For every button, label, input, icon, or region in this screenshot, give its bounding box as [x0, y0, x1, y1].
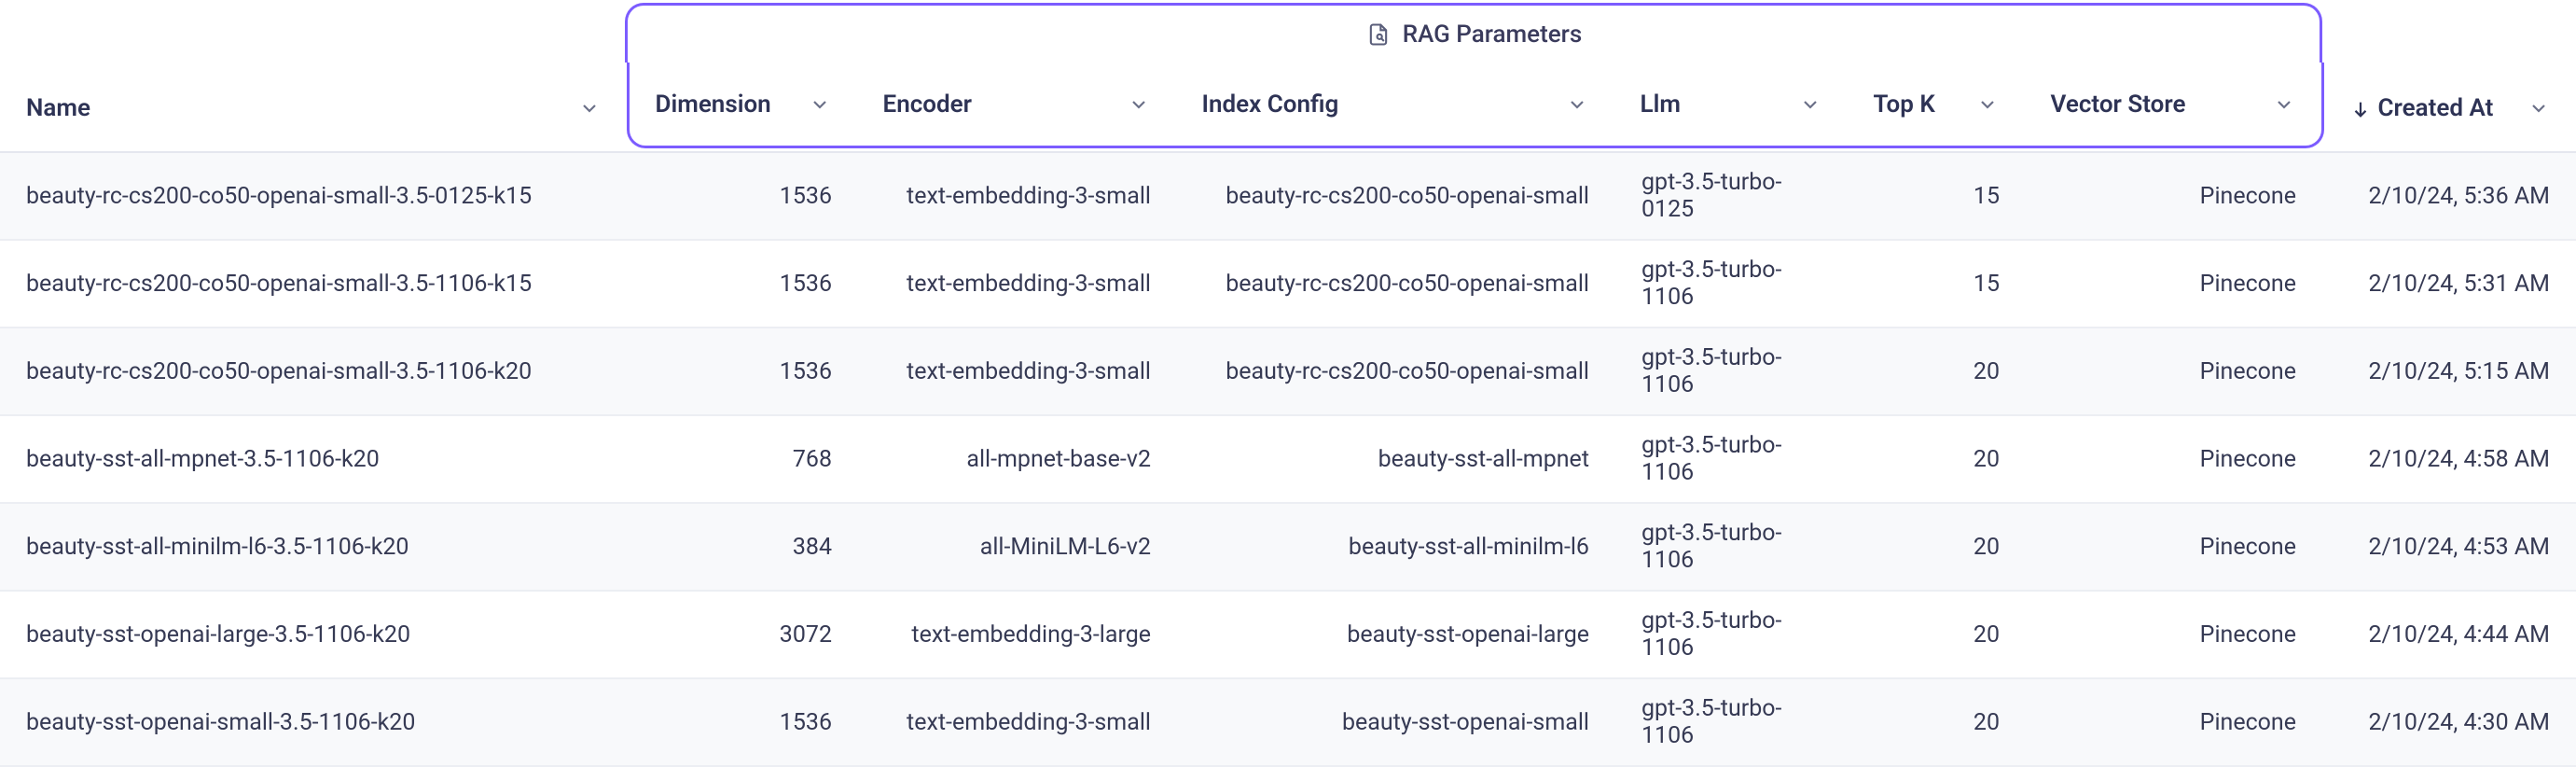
- cell-index-config: beauty-sst-all-minilm-l6: [1177, 504, 1615, 590]
- chevron-down-icon: [1799, 93, 1821, 116]
- cell-encoder: text-embedding-3-small: [858, 153, 1177, 239]
- cell-created-at: 2/10/24, 5:15 AM: [2322, 328, 2576, 414]
- group-label: RAG Parameters: [1403, 21, 1583, 49]
- cell-top-k: 20: [1849, 592, 2026, 677]
- cell-llm: gpt-3.5-turbo-0125: [1615, 153, 1849, 239]
- cell-created-at: 2/10/24, 4:30 AM: [2322, 679, 2576, 765]
- cell-top-k: 20: [1849, 328, 2026, 414]
- table-row[interactable]: beauty-rc-cs200-co50-openai-small-3.5-01…: [0, 153, 2576, 241]
- header-label: Dimension: [656, 91, 771, 119]
- column-header-vector-store[interactable]: Vector Store: [2025, 63, 2321, 146]
- cell-name: beauty-rc-cs200-co50-openai-small-3.5-01…: [0, 153, 630, 239]
- cell-encoder: text-embedding-3-small: [858, 679, 1177, 765]
- chevron-down-icon: [1566, 93, 1588, 116]
- cell-encoder: text-embedding-3-large: [858, 592, 1177, 677]
- column-header-top-k[interactable]: Top K: [1848, 63, 2025, 146]
- chevron-down-icon: [1128, 93, 1150, 116]
- column-header-index-config[interactable]: Index Config: [1176, 63, 1614, 146]
- cell-llm: gpt-3.5-turbo-1106: [1615, 592, 1849, 677]
- header-label: Vector Store: [2051, 91, 2186, 119]
- cell-index-config: beauty-sst-openai-small: [1177, 679, 1615, 765]
- cell-top-k: 20: [1849, 504, 2026, 590]
- cell-encoder: all-MiniLM-L6-v2: [858, 504, 1177, 590]
- cell-created-at: 2/10/24, 4:58 AM: [2322, 416, 2576, 502]
- table-row[interactable]: beauty-rc-cs200-co50-openai-small-3.5-11…: [0, 328, 2576, 416]
- cell-name: beauty-rc-cs200-co50-openai-small-3.5-11…: [0, 241, 630, 327]
- cell-dimension: 1536: [630, 328, 858, 414]
- chevron-down-icon: [2528, 97, 2550, 119]
- chevron-down-icon: [578, 97, 601, 119]
- cell-dimension: 768: [630, 416, 858, 502]
- cell-vector-store: Pinecone: [2026, 679, 2322, 765]
- cell-index-config: beauty-rc-cs200-co50-openai-small: [1177, 241, 1615, 327]
- column-header-encoder[interactable]: Encoder: [857, 63, 1176, 146]
- column-header-dimension[interactable]: Dimension: [630, 63, 857, 146]
- cell-index-config: beauty-rc-cs200-co50-openai-small: [1177, 153, 1615, 239]
- column-header-name[interactable]: Name: [0, 65, 627, 151]
- column-header-llm[interactable]: Llm: [1614, 63, 1848, 146]
- cell-vector-store: Pinecone: [2026, 241, 2322, 327]
- cell-llm: gpt-3.5-turbo-1106: [1615, 241, 1849, 327]
- cell-name: beauty-sst-openai-large-3.5-1106-k20: [0, 592, 630, 677]
- cell-name: beauty-sst-all-minilm-l6-3.5-1106-k20: [0, 504, 630, 590]
- cell-vector-store: Pinecone: [2026, 592, 2322, 677]
- chevron-down-icon: [1976, 93, 1999, 116]
- header-label: Llm: [1641, 91, 1681, 119]
- cell-index-config: beauty-sst-openai-large: [1177, 592, 1615, 677]
- cell-vector-store: Pinecone: [2026, 416, 2322, 502]
- cell-created-at: 2/10/24, 4:53 AM: [2322, 504, 2576, 590]
- table-row[interactable]: beauty-rc-cs200-co50-openai-small-3.5-11…: [0, 241, 2576, 328]
- cell-llm: gpt-3.5-turbo-1106: [1615, 679, 1849, 765]
- rows-container: beauty-rc-cs200-co50-openai-small-3.5-01…: [0, 153, 2576, 767]
- rag-parameters-group-header[interactable]: RAG Parameters: [625, 3, 2322, 63]
- cell-top-k: 15: [1849, 153, 2026, 239]
- cell-encoder: all-mpnet-base-v2: [858, 416, 1177, 502]
- cell-created-at: 2/10/24, 4:44 AM: [2322, 592, 2576, 677]
- header-label: Top K: [1874, 91, 1935, 119]
- cell-dimension: 1536: [630, 153, 858, 239]
- chevron-down-icon: [2273, 93, 2295, 116]
- cell-llm: gpt-3.5-turbo-1106: [1615, 328, 1849, 414]
- cell-llm: gpt-3.5-turbo-1106: [1615, 416, 1849, 502]
- cell-index-config: beauty-sst-all-mpnet: [1177, 416, 1615, 502]
- cell-encoder: text-embedding-3-small: [858, 241, 1177, 327]
- header-label: Index Config: [1202, 91, 1339, 119]
- cell-top-k: 15: [1849, 241, 2026, 327]
- cell-vector-store: Pinecone: [2026, 504, 2322, 590]
- column-group-row: RAG Parameters: [0, 0, 2576, 65]
- header-label: Created At: [2378, 94, 2494, 122]
- cell-created-at: 2/10/24, 5:31 AM: [2322, 241, 2576, 327]
- table-row[interactable]: beauty-sst-all-mpnet-3.5-1106-k20768all-…: [0, 416, 2576, 504]
- cell-top-k: 20: [1849, 679, 2026, 765]
- cell-encoder: text-embedding-3-small: [858, 328, 1177, 414]
- table-row[interactable]: beauty-sst-all-minilm-l6-3.5-1106-k20384…: [0, 504, 2576, 592]
- table-row[interactable]: beauty-sst-openai-large-3.5-1106-k203072…: [0, 592, 2576, 679]
- cell-top-k: 20: [1849, 416, 2026, 502]
- sort-desc-icon: [2350, 98, 2371, 119]
- cell-llm: gpt-3.5-turbo-1106: [1615, 504, 1849, 590]
- cell-index-config: beauty-rc-cs200-co50-openai-small: [1177, 328, 1615, 414]
- cell-created-at: 2/10/24, 5:36 AM: [2322, 153, 2576, 239]
- chevron-down-icon: [809, 93, 831, 116]
- cell-dimension: 1536: [630, 241, 858, 327]
- header-label: Name: [26, 94, 90, 122]
- rag-columns-wrap: Dimension Encoder Index Config Llm Top K…: [627, 63, 2324, 148]
- cell-vector-store: Pinecone: [2026, 153, 2322, 239]
- data-table: RAG Parameters Name Dimension Encoder In…: [0, 0, 2576, 767]
- document-search-icon: [1365, 21, 1392, 48]
- column-header-row: Name Dimension Encoder Index Config Llm …: [0, 65, 2576, 153]
- cell-dimension: 3072: [630, 592, 858, 677]
- cell-dimension: 384: [630, 504, 858, 590]
- cell-name: beauty-sst-all-mpnet-3.5-1106-k20: [0, 416, 630, 502]
- table-row[interactable]: beauty-sst-openai-small-3.5-1106-k201536…: [0, 679, 2576, 767]
- cell-vector-store: Pinecone: [2026, 328, 2322, 414]
- cell-dimension: 1536: [630, 679, 858, 765]
- header-label: Encoder: [883, 91, 972, 119]
- cell-name: beauty-sst-openai-small-3.5-1106-k20: [0, 679, 630, 765]
- column-header-created-at[interactable]: Created At: [2324, 65, 2576, 151]
- cell-name: beauty-rc-cs200-co50-openai-small-3.5-11…: [0, 328, 630, 414]
